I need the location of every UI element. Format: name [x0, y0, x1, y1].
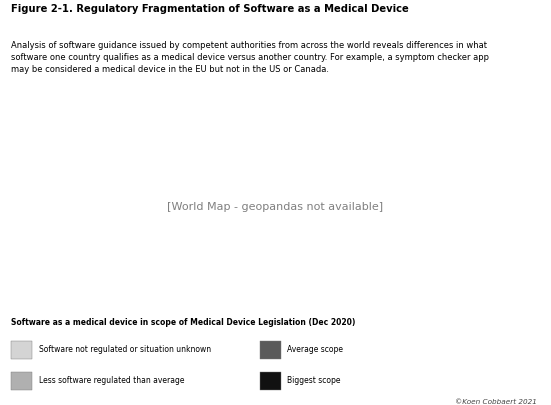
Bar: [11, 341, 32, 359]
Text: Figure 2-1. Regulatory Fragmentation of Software as a Medical Device: Figure 2-1. Regulatory Fragmentation of …: [11, 4, 409, 14]
Text: ©Koen Cobbaert 2021: ©Koen Cobbaert 2021: [456, 399, 537, 405]
Text: Analysis of software guidance issued by competent authorities from across the wo: Analysis of software guidance issued by …: [11, 41, 489, 74]
Bar: [260, 341, 281, 359]
Text: Software as a medical device in scope of Medical Device Legislation (Dec 2020): Software as a medical device in scope of…: [11, 318, 355, 327]
Text: Average scope: Average scope: [287, 345, 343, 354]
Text: [World Map - geopandas not available]: [World Map - geopandas not available]: [168, 202, 383, 211]
Bar: [11, 372, 32, 390]
Text: Biggest scope: Biggest scope: [287, 376, 341, 386]
Text: Software not regulated or situation unknown: Software not regulated or situation unkn…: [39, 345, 210, 354]
Text: Less software regulated than average: Less software regulated than average: [39, 376, 184, 386]
Bar: [260, 372, 281, 390]
